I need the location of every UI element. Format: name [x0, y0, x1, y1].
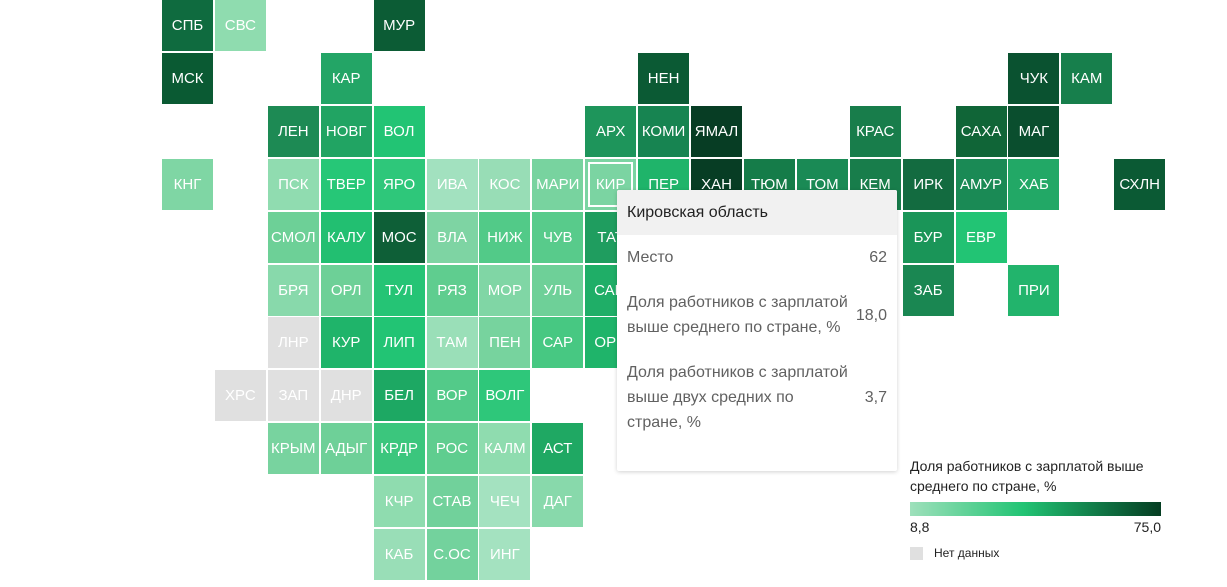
region-tile[interactable]: ХРС [214, 370, 266, 422]
region-tile[interactable]: СВС [214, 0, 266, 51]
tooltip-share-value: 18,0 [855, 306, 887, 324]
region-tile[interactable]: ВЛА [426, 211, 478, 263]
region-tile[interactable]: АСТ [532, 423, 584, 475]
region-tile[interactable]: ЧУК [1008, 52, 1060, 104]
region-tile[interactable]: КАР [320, 52, 372, 104]
region-tile[interactable]: МСК [162, 52, 213, 104]
region-tile[interactable]: АРХ [585, 105, 637, 157]
region-tile[interactable]: ВОЛ [373, 105, 425, 157]
no-data-swatch [910, 546, 923, 560]
region-tile[interactable]: СТАВ [426, 476, 478, 528]
region-tile[interactable]: ВОР [426, 370, 478, 422]
region-tile[interactable]: ПЕН [479, 317, 531, 369]
legend-min-label: 8,8 [910, 519, 930, 535]
region-tile[interactable]: КЧР [373, 476, 425, 528]
region-tile[interactable]: ТВЕР [320, 158, 372, 210]
region-tile[interactable]: ЧУВ [532, 211, 584, 263]
region-tile[interactable]: ЗАП [267, 370, 319, 422]
no-data-label: Нет данных [934, 546, 1000, 560]
region-tile[interactable]: РОС [426, 423, 478, 475]
region-tile[interactable]: САХА [955, 105, 1007, 157]
region-tile[interactable]: РЯЗ [426, 264, 478, 316]
region-tile[interactable]: МОР [479, 264, 531, 316]
region-tile[interactable]: АМУР [955, 158, 1007, 210]
region-tile[interactable]: СХЛН [1114, 158, 1166, 210]
region-tile[interactable]: КАЛМ [479, 423, 531, 475]
region-tile[interactable]: ЯМАЛ [691, 105, 742, 157]
region-tile[interactable]: СМОЛ [267, 211, 319, 263]
legend-max-label: 75,0 [1133, 519, 1161, 535]
region-tile[interactable]: КАБ [373, 529, 425, 580]
region-tile[interactable]: НЕН [638, 52, 690, 104]
region-tile[interactable]: КАМ [1061, 52, 1113, 104]
region-tile[interactable]: МАРИ [532, 158, 584, 210]
tooltip-share2-row: Доля работников с зарплатой выше двух ср… [617, 360, 897, 435]
region-tile[interactable]: ПРИ [1008, 264, 1060, 316]
region-tile[interactable]: КРДР [373, 423, 425, 475]
region-tile[interactable]: ТАМ [426, 317, 478, 369]
region-tile[interactable]: ДНР [320, 370, 372, 422]
region-tile[interactable]: САР [532, 317, 584, 369]
region-tile[interactable]: КРАС [849, 105, 901, 157]
region-tile[interactable]: ЯРО [373, 158, 425, 210]
color-legend: Доля работников с зарплатой выше среднег… [910, 456, 1180, 560]
region-tile[interactable]: ЗАБ [902, 264, 954, 316]
tooltip-share2-value: 3,7 [864, 389, 887, 406]
region-tile[interactable]: МУР [373, 0, 425, 51]
region-tile[interactable]: БРЯ [267, 264, 319, 316]
region-tile[interactable]: МАГ [1008, 105, 1060, 157]
tooltip-place-row: Место 62 [617, 245, 897, 270]
region-tile[interactable]: СПБ [162, 0, 213, 51]
region-tile[interactable]: КОМИ [638, 105, 690, 157]
region-tile[interactable]: БЕЛ [373, 370, 425, 422]
region-tile[interactable]: БУР [902, 211, 954, 263]
region-tile[interactable]: КОС [479, 158, 531, 210]
region-tile[interactable]: АДЫГ [320, 423, 372, 475]
tooltip-region-name: Кировская область [617, 190, 897, 235]
region-tile[interactable]: ИВА [426, 158, 478, 210]
region-tile[interactable]: ОРЛ [320, 264, 372, 316]
tooltip-share-label: Доля работников с зарплатой выше среднег… [627, 294, 848, 336]
region-tile[interactable]: КУР [320, 317, 372, 369]
legend-gradient-bar [910, 502, 1161, 516]
region-tile[interactable]: НОВГ [320, 105, 372, 157]
region-tile[interactable]: ВОЛГ [479, 370, 531, 422]
legend-no-data: Нет данных [910, 546, 1180, 560]
region-tile[interactable]: ПСК [267, 158, 319, 210]
region-tile[interactable]: ТУЛ [373, 264, 425, 316]
region-tile[interactable]: МОС [373, 211, 425, 263]
region-tile[interactable]: ДАГ [532, 476, 584, 528]
region-tile[interactable]: КРЫМ [267, 423, 319, 475]
tooltip-place-value: 62 [869, 249, 887, 266]
region-tile[interactable]: НИЖ [479, 211, 531, 263]
region-tile[interactable]: ЧЕЧ [479, 476, 531, 528]
legend-title: Доля работников с зарплатой выше среднег… [910, 458, 1144, 494]
region-tooltip: Кировская область Место 62 Доля работник… [617, 190, 897, 471]
region-tile[interactable]: ЛЕН [267, 105, 319, 157]
region-tile[interactable]: КИР [585, 158, 637, 210]
region-tile[interactable]: ЛИП [373, 317, 425, 369]
legend-ticks: 8,8 75,0 [910, 516, 1161, 535]
region-tile[interactable]: ИРК [902, 158, 954, 210]
region-tile[interactable]: КАЛУ [320, 211, 372, 263]
tooltip-share-row: Доля работников с зарплатой выше среднег… [617, 290, 897, 340]
tooltip-share2-label: Доля работников с зарплатой выше двух ср… [627, 364, 848, 431]
region-tile[interactable]: КНГ [162, 158, 213, 210]
tooltip-place-label: Место [627, 249, 674, 266]
region-tile[interactable]: ХАБ [1008, 158, 1060, 210]
region-tile[interactable]: ЛНР [267, 317, 319, 369]
region-tile[interactable]: УЛЬ [532, 264, 584, 316]
region-tile[interactable]: ЕВР [955, 211, 1007, 263]
region-tile[interactable]: С.ОС [426, 529, 478, 580]
region-tile[interactable]: ИНГ [479, 529, 531, 580]
